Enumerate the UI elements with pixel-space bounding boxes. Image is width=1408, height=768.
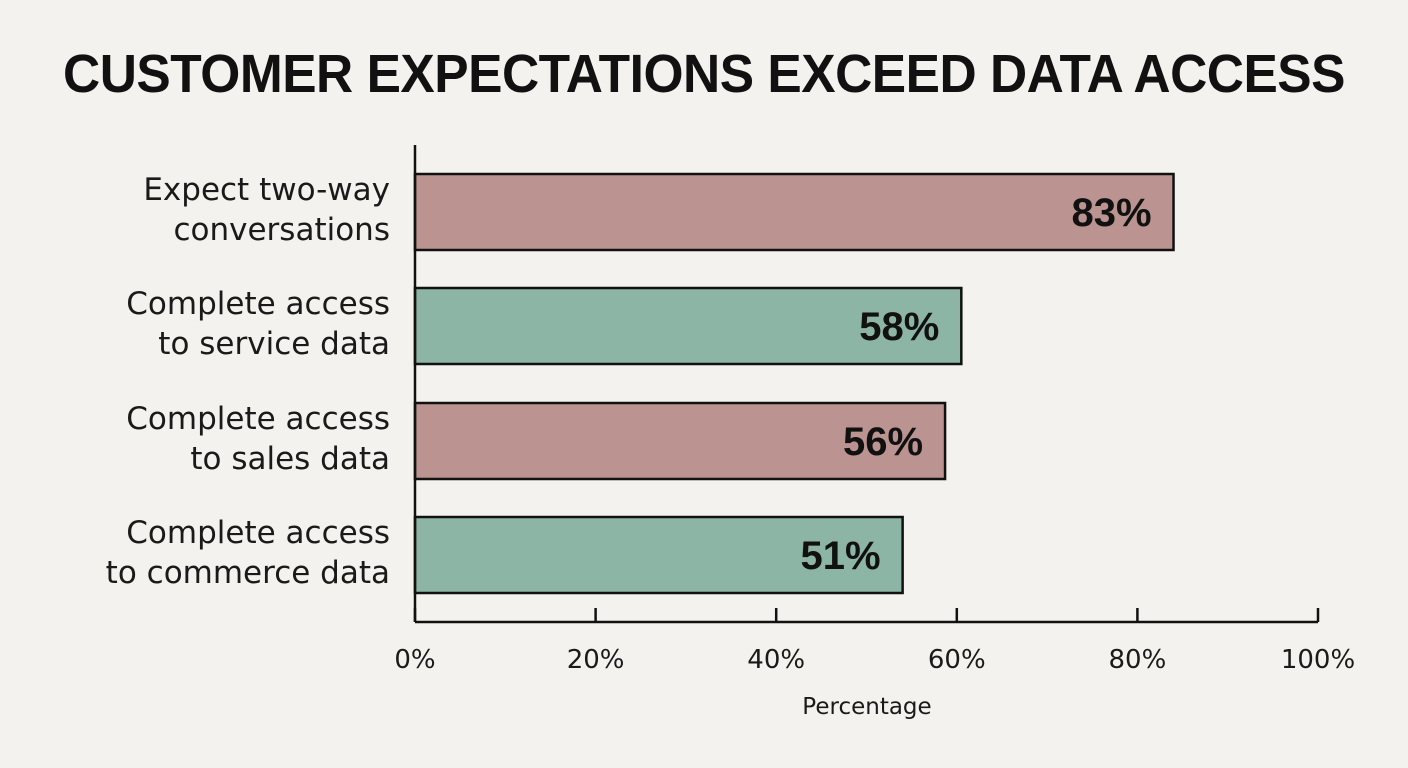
category-label-0-line-1: conversations [173,212,390,248]
category-label-1-line-0: Complete access [126,286,390,322]
bar-2 [413,401,947,481]
x-tick-label-3: 60% [928,645,986,675]
chart-title: CUSTOMER EXPECTATIONS EXCEED DATA ACCESS [63,44,1345,104]
x-tick-label-0: 0% [394,645,435,675]
category-label-2-line-0: Complete access [126,401,390,437]
bar-0 [413,172,1175,252]
bar-value-label-3: 51% [801,534,881,578]
category-label-3-line-0: Complete access [126,515,390,551]
bar-value-label-0: 83% [1071,191,1151,235]
x-axis-title: Percentage [802,694,931,720]
x-tick-label-4: 80% [1109,645,1167,675]
bar-value-label-1: 58% [859,305,939,349]
bar-value-label-2: 56% [843,420,923,464]
plot-area: 83% Expect two-way conversations 58% Complet… [106,145,1355,675]
category-label-3-line-1: to commerce data [106,555,390,591]
x-tick-label-5: 100% [1281,645,1355,675]
x-tick-label-1: 20% [567,645,625,675]
category-label-1-line-1: to service data [158,326,390,362]
category-label-2-line-1: to sales data [190,441,390,477]
x-tick-label-2: 40% [747,645,805,675]
bar-1 [413,286,963,366]
bar-3 [413,515,904,595]
category-label-0-line-0: Expect two-way [143,172,390,208]
